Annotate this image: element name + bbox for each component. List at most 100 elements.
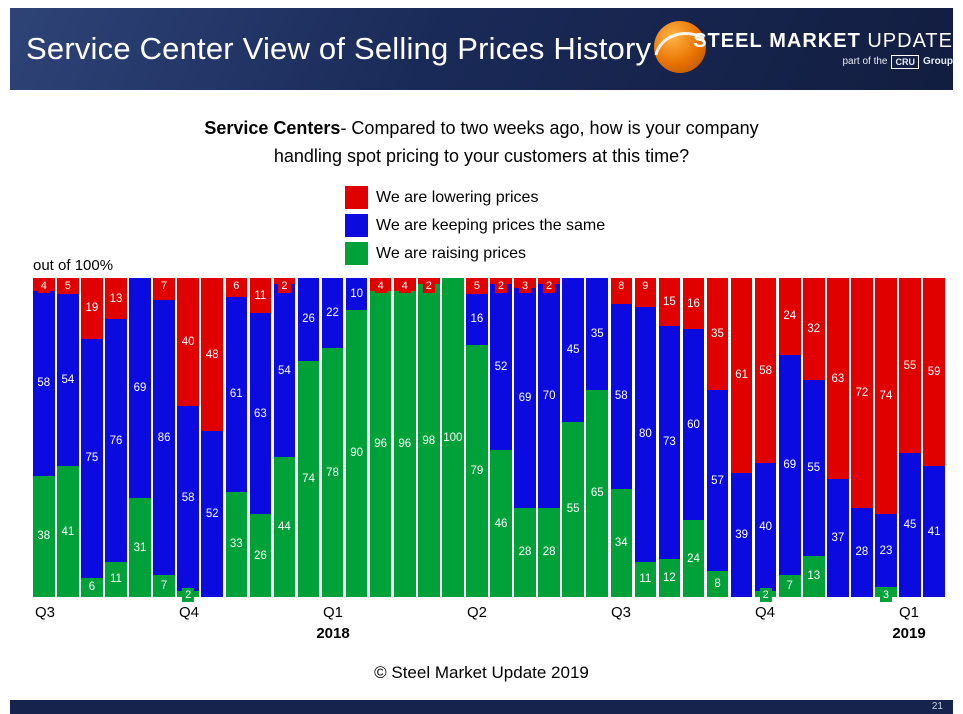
quarter-label: Q4 [178, 604, 200, 621]
x-axis-label-q2: Q2 [467, 604, 487, 621]
lowering-segment: 19 [81, 278, 103, 339]
smu-logo-text: STEEL MARKET UPDATE part of the CRU Grou… [693, 30, 953, 69]
lowering-segment: 61 [730, 278, 753, 473]
stacked-bar-15: 4 96 [369, 278, 392, 597]
stacked-bar-4: 13 76 11 [105, 278, 127, 597]
same-segment: 58 [177, 405, 199, 591]
legend-label-same: We are keeping prices the same [376, 216, 606, 234]
same-segment: 28 [851, 507, 873, 597]
stacked-bar-30: 61 39 [730, 278, 753, 597]
page-title: Service Center View of Selling Prices Hi… [26, 31, 652, 66]
logo-group: Group [922, 56, 953, 67]
raising-segment: 24 [682, 520, 705, 597]
year-label: 2018 [316, 625, 350, 642]
raising-segment: 100 [442, 278, 464, 597]
quarter-label: Q2 [466, 604, 488, 621]
lowering-value-label: 4 [37, 279, 50, 293]
raising-segment: 55 [562, 421, 584, 597]
lowering-value-label: 4 [374, 279, 387, 293]
same-segment: 22 [321, 278, 344, 349]
lowering-segment: 55 [899, 278, 921, 454]
raising-segment: 38 [33, 475, 55, 597]
quarter-label: Q4 [754, 604, 776, 621]
lowering-value-label: 5 [470, 279, 483, 293]
raising-segment: 44 [273, 456, 296, 597]
stacked-bar-13: 22 78 [321, 278, 344, 597]
same-segment: 40 [754, 463, 777, 591]
footer-bar: 21 [10, 700, 953, 714]
stacked-bar-20: 2 52 46 [490, 278, 512, 597]
lowering-segment: 35 [706, 278, 729, 390]
smu-logo: STEEL MARKET UPDATE part of the CRU Grou… [651, 18, 953, 81]
smu-logo-tagline: part of the CRU Group [693, 54, 953, 69]
stacked-bar-31: 58 40 2 [754, 278, 777, 602]
same-segment: 35 [586, 278, 608, 390]
stacked-bar-1: 4 58 38 [33, 278, 55, 597]
raising-segment: 7 [153, 574, 175, 597]
stacked-bar-38: 59 41 [923, 278, 945, 597]
same-segment: 63 [249, 313, 272, 515]
same-segment: 26 [297, 278, 320, 361]
stacked-bar-11: 2 54 44 [273, 278, 296, 597]
raising-segment: 74 [297, 360, 320, 597]
lowering-value-label: 8 [615, 279, 628, 293]
lowering-value-label: 2 [494, 279, 508, 293]
logo-update: UPDATE [867, 29, 953, 52]
raising-segment: 28 [538, 507, 560, 597]
x-axis-label-q4: Q4 [179, 604, 199, 621]
raising-swatch-icon [345, 242, 368, 265]
chart-question-bold: Service Centers [204, 118, 341, 138]
quarter-label: Q3 [610, 604, 632, 621]
lowering-value-label: 4 [398, 279, 411, 293]
raising-segment: 6 [81, 577, 103, 597]
lowering-segment: 74 [875, 278, 897, 515]
same-segment: 69 [129, 278, 151, 499]
raising-segment: 98 [418, 284, 440, 597]
legend: We are lowering prices We are keeping pri… [345, 186, 605, 265]
raising-segment: 34 [610, 488, 633, 597]
same-segment: 16 [466, 293, 488, 345]
same-segment: 45 [562, 278, 584, 422]
stacked-bar-5: 69 31 [129, 278, 151, 597]
chart-question-line2: handling spot pricing to your customers … [273, 146, 690, 166]
x-axis: Q3 Q4 Q1 2018 Q2 Q3 Q4 Q1 2019 [33, 604, 945, 650]
raising-segment: 8 [706, 571, 729, 597]
stacked-bar-6: 7 86 7 [153, 278, 175, 597]
same-segment: 52 [201, 431, 223, 597]
same-segment: 60 [682, 329, 705, 521]
smu-logo-name: STEEL MARKET UPDATE [693, 30, 953, 53]
raising-segment: 11 [105, 561, 127, 597]
same-segment: 69 [514, 287, 536, 508]
legend-item-same: We are keeping prices the same [345, 214, 605, 237]
stacked-bar-22: 2 70 28 [538, 278, 560, 597]
stacked-bar-36: 74 23 3 [875, 278, 897, 602]
stacked-bar-7: 40 58 2 [177, 278, 199, 602]
logo-market: MARKET [769, 29, 861, 52]
lowering-segment: 16 [682, 278, 705, 330]
lowering-segment: 40 [177, 278, 199, 406]
same-segment: 86 [153, 300, 175, 575]
cru-badge: CRU [891, 54, 919, 69]
x-axis-label-q3: Q3 [611, 604, 631, 621]
raising-segment: 96 [393, 290, 416, 597]
raising-segment: 96 [369, 290, 392, 597]
stacked-bar-17: 2 98 [418, 278, 440, 597]
x-axis-label-q1-2019: Q1 2019 [892, 604, 925, 642]
chart-question-line1: Service Centers- Compared to two weeks a… [0, 114, 963, 142]
raising-segment: 13 [803, 555, 825, 597]
stacked-bar-32: 24 69 7 [778, 278, 801, 597]
raising-segment: 26 [249, 514, 272, 597]
x-axis-label-q3: Q3 [35, 604, 55, 621]
same-segment: 41 [923, 466, 945, 597]
stacked-bar-26: 9 80 11 [634, 278, 657, 597]
stacked-bar-2: 5 54 41 [57, 278, 79, 597]
stacked-bar-27: 15 73 12 [658, 278, 681, 597]
same-segment: 58 [33, 290, 55, 476]
raising-segment: 41 [57, 466, 79, 597]
same-segment: 52 [490, 284, 512, 451]
x-axis-label-q4: Q4 [755, 604, 775, 621]
year-label: 2019 [892, 625, 926, 642]
chart-question: Service Centers- Compared to two weeks a… [0, 114, 963, 170]
quarter-label: Q1 [898, 604, 919, 621]
header-bar: Service Center View of Selling Prices Hi… [10, 8, 953, 90]
